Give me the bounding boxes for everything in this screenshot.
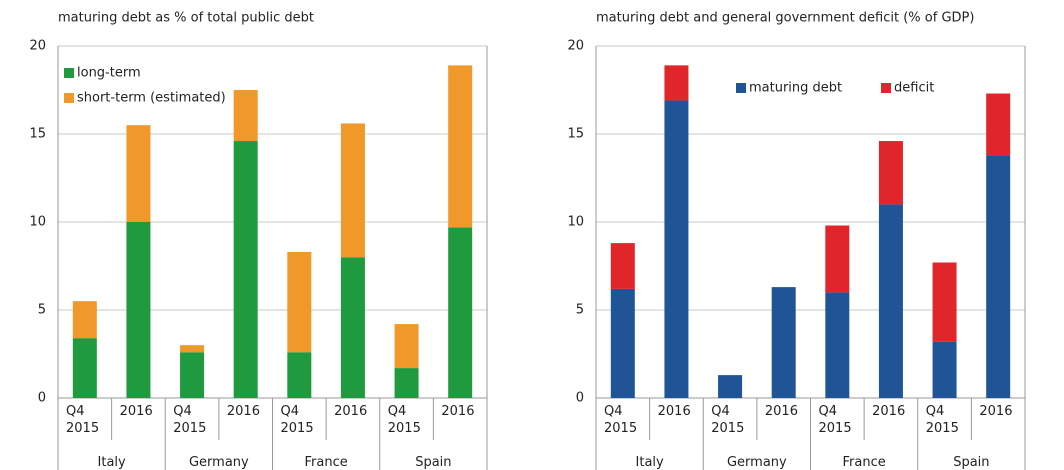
bar-segment (878, 204, 903, 398)
legend-swatch (881, 83, 891, 93)
bar-segment (233, 141, 258, 399)
bar-segment (448, 65, 473, 228)
x-tick-label: 2016 (226, 404, 260, 419)
group-label: Italy (97, 455, 126, 470)
legend-swatch (736, 83, 746, 93)
bar-segment (878, 141, 903, 205)
bar-segment (448, 227, 473, 398)
bar-segment (664, 100, 689, 398)
bar-segment (340, 257, 365, 398)
x-tick-label: Q4 2015 (711, 404, 745, 436)
x-tick-label: Q4 2015 (280, 404, 314, 436)
y-tick-label: 10 (29, 215, 46, 230)
y-tick-label: 10 (567, 215, 584, 230)
chart-title: maturing debt as % of total public debt (58, 11, 314, 26)
x-tick-label: 2016 (334, 404, 368, 419)
x-tick-label: 2016 (979, 404, 1013, 419)
legend-swatch (64, 68, 74, 78)
bar-segment (287, 352, 312, 398)
x-tick-label: 2016 (657, 404, 691, 419)
group-label: France (842, 455, 886, 470)
y-tick-label: 5 (38, 303, 46, 318)
chart-title: maturing debt and general government def… (596, 11, 974, 26)
bar-segment (126, 222, 151, 398)
group-label: Spain (415, 455, 452, 470)
group-label: Germany (188, 455, 249, 470)
y-tick-label: 15 (567, 127, 584, 142)
bar-segment (932, 262, 957, 342)
x-tick-label: 2016 (441, 404, 475, 419)
bar-segment (233, 90, 258, 142)
x-tick-label: Q4 2015 (66, 404, 100, 436)
group-label: Spain (953, 455, 990, 470)
x-tick-label: Q4 2015 (173, 404, 207, 436)
x-tick-label: Q4 2015 (387, 404, 421, 436)
legend-label: maturing debt (749, 81, 842, 96)
bar-segment (771, 287, 796, 398)
x-tick-label: Q4 2015 (604, 404, 638, 436)
bar-segment (340, 123, 365, 258)
bar-segment (610, 288, 635, 398)
bar-segment (932, 341, 957, 398)
bar-segment (825, 292, 850, 398)
x-tick-label: Q4 2015 (818, 404, 852, 436)
legend-label: long-term (77, 66, 141, 81)
bar-segment (126, 125, 151, 222)
bar-segment (394, 368, 419, 398)
bar-segment (180, 352, 205, 398)
x-tick-label: 2016 (764, 404, 798, 419)
x-tick-label: 2016 (872, 404, 906, 419)
bar-segment (718, 375, 743, 398)
group-label: Italy (635, 455, 664, 470)
bar-segment (825, 225, 850, 293)
bar-segment (287, 251, 312, 353)
bar-segment (664, 65, 689, 101)
x-tick-label: Q4 2015 (925, 404, 959, 436)
bar-segment (610, 243, 635, 289)
bar-segment (180, 345, 205, 353)
y-tick-label: 20 (567, 39, 584, 54)
legend-label: deficit (894, 81, 934, 96)
legend-label: short-term (estimated) (77, 91, 226, 106)
x-tick-label: 2016 (119, 404, 153, 419)
bar-segment (394, 324, 419, 369)
bar-segment (72, 301, 97, 339)
group-label: France (304, 455, 348, 470)
y-tick-label: 20 (29, 39, 46, 54)
y-tick-label: 0 (576, 391, 584, 406)
legend-swatch (64, 93, 74, 103)
y-tick-label: 5 (576, 303, 584, 318)
y-tick-label: 15 (29, 127, 46, 142)
bar-segment (986, 155, 1011, 398)
bar-segment (986, 93, 1011, 156)
bar-segment (72, 338, 97, 398)
group-label: Germany (726, 455, 787, 470)
y-tick-label: 0 (38, 391, 46, 406)
